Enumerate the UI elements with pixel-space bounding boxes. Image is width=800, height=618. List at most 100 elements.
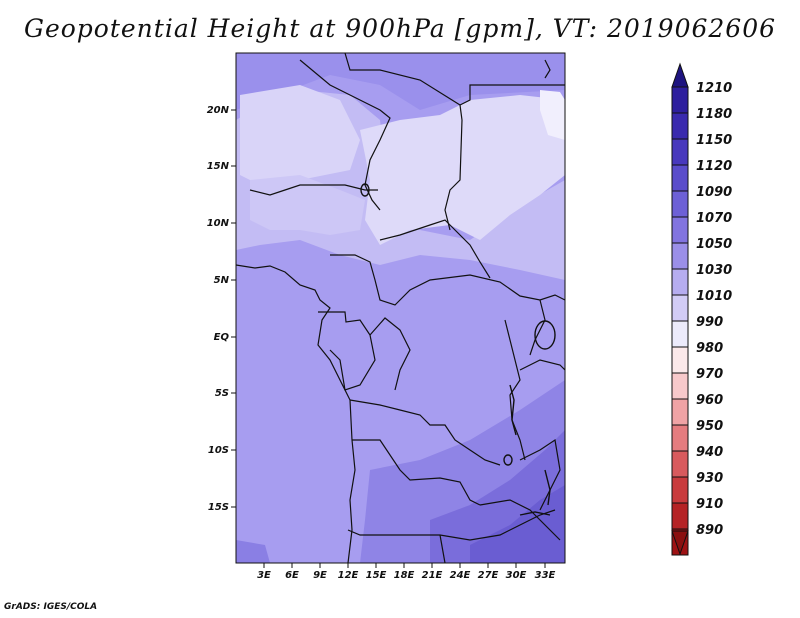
nile-delta — [544, 59, 551, 79]
colorbar: 1210 1180 1150 1120 1090 1070 1050 1030 1010 990 9… — [671, 62, 732, 556]
colorbar-segment — [671, 346, 689, 374]
lon-tick-label: 21E — [422, 570, 443, 581]
colorbar-label: 1120 — [696, 159, 732, 174]
border-uganda — [529, 299, 546, 356]
border-chad-car — [379, 219, 491, 279]
lon-tick: 9E — [313, 563, 327, 581]
lon-tick-label: 9E — [313, 570, 327, 581]
colorbar-label: 940 — [696, 445, 723, 460]
colorbar-label: 1180 — [696, 107, 732, 122]
colorbar-segment — [671, 502, 689, 530]
colorbar-label: 990 — [696, 315, 723, 330]
colorbar-segment — [671, 86, 689, 114]
country-boundaries — [236, 53, 565, 563]
colorbar-label: 1150 — [696, 133, 732, 148]
field-1010-gulf — [250, 175, 365, 235]
colorbar-segment — [671, 164, 689, 192]
lake-chad — [360, 183, 370, 197]
lat-tick-label: 5N — [214, 275, 230, 286]
lon-tick: 18E — [394, 563, 415, 581]
lon-tick: 3E — [257, 563, 271, 581]
colorbar-segment — [671, 424, 689, 452]
lat-tick: 20N — [207, 105, 236, 116]
lat-tick-label: 10S — [208, 445, 229, 456]
border-angola-drc — [349, 399, 501, 466]
field-1070-sw — [236, 540, 270, 563]
border-car-congo — [330, 254, 565, 306]
colorbar-label: 960 — [696, 393, 723, 408]
border-east — [519, 359, 565, 371]
colorbar-label: 930 — [696, 471, 723, 486]
colorbar-segment — [671, 112, 689, 140]
lat-tick: 10N — [207, 218, 236, 229]
lon-tick: 15E — [366, 563, 387, 581]
lake-kariba — [519, 511, 551, 516]
colorbar-segment — [671, 320, 689, 348]
colorbar-label: 910 — [696, 497, 723, 512]
colorbar-top-arrow — [671, 62, 689, 88]
lat-tick: 5N — [214, 275, 236, 286]
colorbar-segment — [671, 190, 689, 218]
lat-tick: 15S — [208, 502, 236, 513]
colorbar-segment — [671, 398, 689, 426]
colorbar-label: 1070 — [696, 211, 732, 226]
colorbar-label: 980 — [696, 341, 723, 356]
lon-tick-label: 6E — [285, 570, 299, 581]
lon-tick: 33E — [535, 563, 556, 581]
lat-tick: 15N — [207, 161, 236, 172]
lake-tanganyika — [509, 384, 517, 436]
latitude-axis: 20N 15N 10N 5N EQ 5S 10S 15S — [207, 105, 236, 513]
lake-victoria — [534, 320, 556, 350]
lon-tick-label: 12E — [338, 570, 359, 581]
lat-tick-label: EQ — [214, 332, 230, 343]
grads-credit: GrADS: IGES/COLA — [4, 602, 98, 612]
lon-tick: 12E — [338, 563, 359, 581]
colorbar-label: 1090 — [696, 185, 732, 200]
border-zimbabwe — [479, 499, 561, 541]
colorbar-segment — [671, 476, 689, 504]
border-malawi — [519, 438, 561, 511]
lat-tick-label: 10N — [207, 218, 230, 229]
lat-tick-label: 15S — [208, 502, 229, 513]
colorbar-segment — [671, 450, 689, 478]
lon-tick-label: 27E — [478, 570, 499, 581]
lake-mweru — [503, 454, 513, 466]
lon-tick-label: 30E — [506, 570, 527, 581]
lat-tick-label: 5S — [215, 388, 229, 399]
colorbar-segment — [671, 372, 689, 400]
border-gabon-congo — [318, 311, 376, 391]
lake-malawi — [544, 469, 551, 506]
west-coastline — [236, 264, 356, 563]
colorbar-segment — [671, 294, 689, 322]
lat-tick: 10S — [208, 445, 236, 456]
lon-tick-label: 3E — [257, 570, 271, 581]
lakes — [360, 183, 556, 516]
colorbar-label: 950 — [696, 419, 723, 434]
lat-tick-label: 20N — [207, 105, 230, 116]
lon-tick: 30E — [506, 563, 527, 581]
colorbar-segment — [671, 138, 689, 166]
lon-tick: 21E — [422, 563, 443, 581]
lon-tick-label: 15E — [366, 570, 387, 581]
map-title: Geopotential Height at 900hPa [gpm], VT:… — [23, 14, 777, 43]
lon-tick: 24E — [450, 563, 471, 581]
colorbar-label: 1210 — [696, 81, 732, 96]
lat-tick: 5S — [215, 388, 236, 399]
lon-tick: 27E — [478, 563, 499, 581]
field-990-patch — [540, 90, 565, 140]
colorbar-label: 1010 — [696, 289, 732, 304]
colorbar-label: 1050 — [696, 237, 732, 252]
border-congo-drc — [369, 317, 411, 391]
border-great-lakes — [504, 319, 526, 461]
lon-tick-label: 33E — [535, 570, 556, 581]
field-1010-west — [240, 85, 360, 185]
border-libya — [459, 84, 565, 106]
lon-tick-label: 24E — [450, 570, 471, 581]
colorbar-segment — [671, 216, 689, 244]
field-1120-south — [470, 485, 565, 563]
colorbar-segments: 1210 1180 1150 1120 1090 1070 1050 1030 1010 990 9… — [671, 81, 732, 556]
map-frame — [235, 52, 566, 564]
border-botswana-w — [439, 534, 446, 563]
colorbar-segment — [671, 242, 689, 270]
